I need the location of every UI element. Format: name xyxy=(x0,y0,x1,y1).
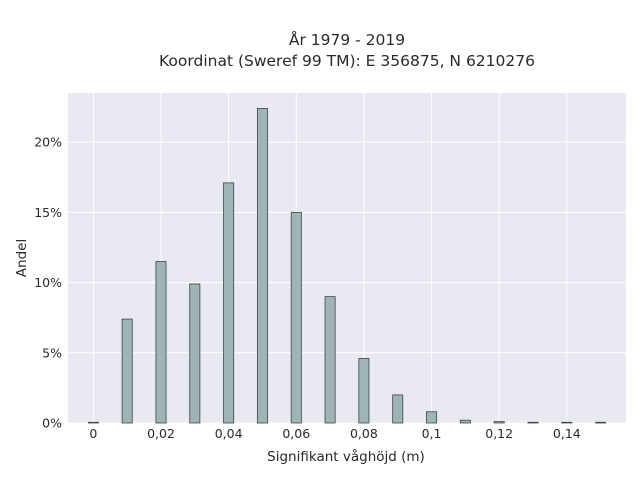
x-tick-label: 0,14 xyxy=(553,426,581,441)
bar xyxy=(290,211,302,424)
x-tick-label: 0,02 xyxy=(147,426,175,441)
bar xyxy=(87,421,99,424)
x-tick-label: 0,12 xyxy=(485,426,513,441)
bar xyxy=(189,283,201,424)
x-axis-label: Signifikant våghöjd (m) xyxy=(267,448,425,465)
bar xyxy=(324,296,336,424)
x-tick-label: 0,06 xyxy=(282,426,310,441)
bar xyxy=(358,358,370,424)
bar xyxy=(155,261,167,424)
bar xyxy=(595,421,607,424)
bar xyxy=(493,421,505,424)
bar xyxy=(223,182,235,424)
bar xyxy=(392,394,404,424)
y-axis-label: Andel xyxy=(14,239,30,277)
bar xyxy=(527,421,539,424)
y-tick-label: 10% xyxy=(34,275,62,290)
chart-title-line1: År 1979 - 2019 xyxy=(289,30,405,49)
y-tick-label: 0% xyxy=(42,416,62,431)
bar xyxy=(561,421,573,424)
chart-title-line2: Koordinat (Sweref 99 TM): E 356875, N 62… xyxy=(159,52,535,70)
x-tick-label: 0,1 xyxy=(422,426,442,441)
x-axis-ticks: 0 0,02 0,04 0,06 0,08 0,1 0,12 0,14 xyxy=(89,426,580,441)
y-tick-label: 20% xyxy=(34,135,62,150)
x-tick-label: 0,04 xyxy=(215,426,243,441)
y-tick-label: 5% xyxy=(42,345,62,360)
x-tick-label: 0,08 xyxy=(350,426,378,441)
x-tick-label: 0 xyxy=(89,426,97,441)
bar xyxy=(426,411,438,424)
bar xyxy=(121,318,133,424)
bar xyxy=(256,108,268,424)
bars xyxy=(87,108,607,424)
y-axis-ticks: 0% 5% 10% 15% 20% xyxy=(34,135,62,431)
bar xyxy=(459,419,471,424)
y-tick-label: 15% xyxy=(34,205,62,220)
